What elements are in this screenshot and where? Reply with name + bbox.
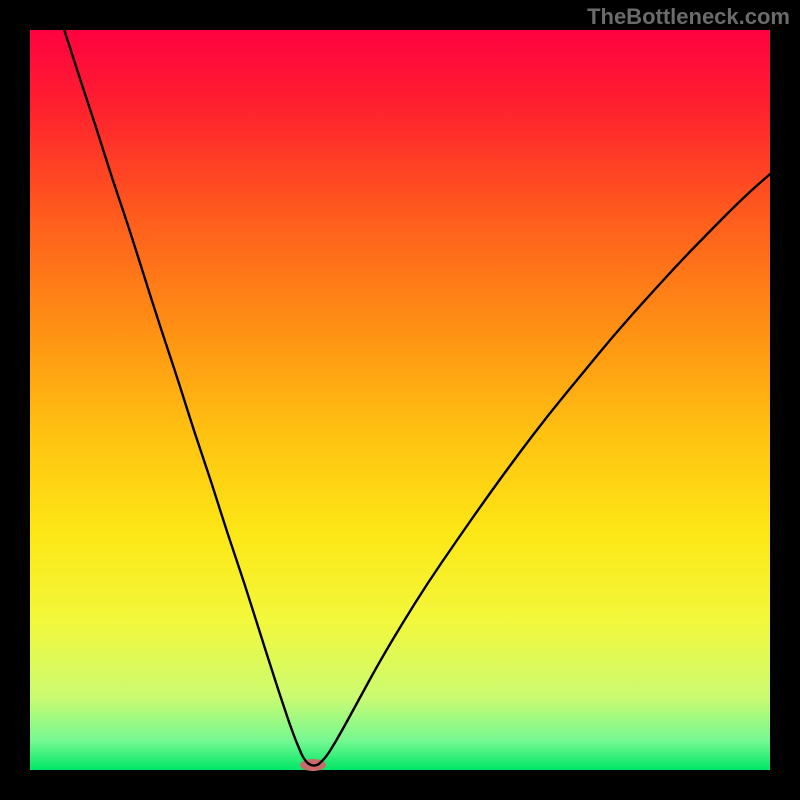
chart-container: TheBottleneck.com: [0, 0, 800, 800]
watermark-text: TheBottleneck.com: [587, 4, 790, 30]
bottleneck-chart: [0, 0, 800, 800]
plot-background: [30, 30, 770, 770]
